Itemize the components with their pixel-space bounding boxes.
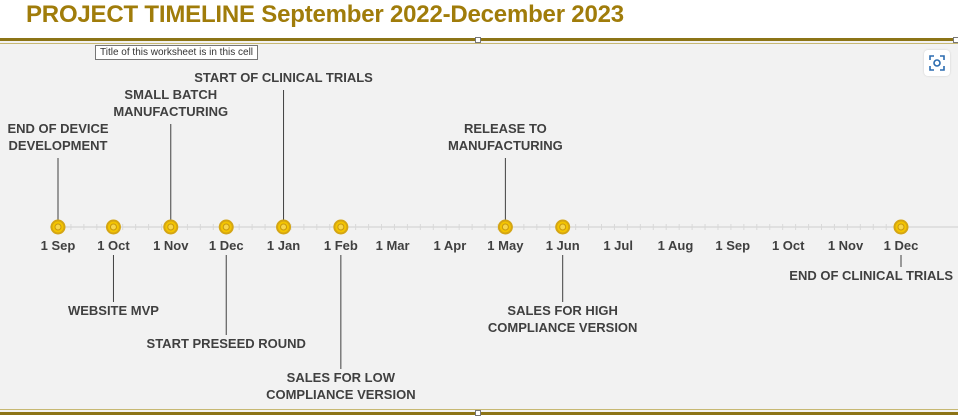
event-label-line: COMPLIANCE VERSION bbox=[488, 320, 638, 335]
axis-tick-label: 1 Dec bbox=[209, 238, 244, 253]
axis-tick-label: 1 Jun bbox=[546, 238, 580, 253]
event-marker-core bbox=[897, 223, 905, 231]
event-marker-core bbox=[337, 223, 345, 231]
axis-tick-label: 1 Nov bbox=[153, 238, 189, 253]
event-label-line: DEVELOPMENT bbox=[9, 138, 108, 153]
event-label-line: SMALL BATCH bbox=[124, 87, 217, 102]
event-label-line: END OF CLINICAL TRIALS bbox=[789, 268, 953, 283]
event-label-line: END OF DEVICE bbox=[7, 121, 108, 136]
page-title: PROJECT TIMELINE September 2022-December… bbox=[26, 1, 624, 28]
event-label-line: COMPLIANCE VERSION bbox=[266, 387, 416, 402]
event-label-line: SALES FOR LOW bbox=[287, 370, 396, 385]
axis-tick-label: 1 Jan bbox=[267, 238, 300, 253]
axis-tick-label: 1 May bbox=[487, 238, 524, 253]
cell-tooltip: Title of this worksheet is in this cell bbox=[95, 45, 259, 60]
axis-tick-label: 1 Sep bbox=[715, 238, 750, 253]
axis-tick-label: 1 Aug bbox=[658, 238, 694, 253]
event-label: SMALL BATCH MANUFACTURING bbox=[113, 87, 228, 119]
event-label-line: WEBSITE MVP bbox=[68, 303, 159, 318]
event-marker-core bbox=[280, 223, 288, 231]
event-label: END OF DEVICE DEVELOPMENT bbox=[7, 121, 108, 153]
axis-tick-label: 1 Oct bbox=[772, 238, 805, 253]
event-label-line: MANUFACTURING bbox=[448, 138, 563, 153]
resize-handle-right[interactable] bbox=[953, 37, 958, 43]
axis-tick-label: 1 Sep bbox=[41, 238, 76, 253]
event-marker-core bbox=[109, 223, 117, 231]
focus-mode-icon bbox=[929, 55, 945, 71]
axis-tick-label: 1 Jul bbox=[603, 238, 633, 253]
axis-tick-label: 1 Apr bbox=[434, 238, 467, 253]
event-label: WEBSITE MVP bbox=[68, 303, 159, 318]
event-label-line: RELEASE TO bbox=[464, 121, 547, 136]
focus-mode-button[interactable] bbox=[924, 50, 950, 76]
event-label-line: START PRESEED ROUND bbox=[147, 336, 306, 351]
event-label-line: MANUFACTURING bbox=[113, 104, 228, 119]
event-marker-core bbox=[167, 223, 175, 231]
event-label: RELEASE TO MANUFACTURING bbox=[448, 121, 563, 153]
event-marker-core bbox=[54, 223, 62, 231]
axis-tick-label: 1 Oct bbox=[97, 238, 130, 253]
event-label: SALES FOR LOW COMPLIANCE VERSION bbox=[266, 370, 416, 402]
event-marker-core bbox=[559, 223, 567, 231]
resize-handle-top[interactable] bbox=[475, 37, 481, 43]
axis-tick-label: 1 Feb bbox=[324, 238, 358, 253]
event-label-line: SALES FOR HIGH bbox=[507, 303, 618, 318]
resize-handle-bottom[interactable] bbox=[475, 410, 481, 416]
event-marker-core bbox=[222, 223, 230, 231]
event-label: START PRESEED ROUND bbox=[147, 336, 306, 351]
event-label: SALES FOR HIGH COMPLIANCE VERSION bbox=[488, 303, 638, 335]
event-label: END OF CLINICAL TRIALS bbox=[789, 268, 953, 283]
axis-tick-label: 1 Nov bbox=[828, 238, 864, 253]
axis-tick-label: 1 Mar bbox=[376, 238, 410, 253]
event-marker-core bbox=[501, 223, 509, 231]
event-label: START OF CLINICAL TRIALS bbox=[194, 70, 373, 85]
axis-tick-label: 1 Dec bbox=[884, 238, 919, 253]
event-label-line: START OF CLINICAL TRIALS bbox=[194, 70, 373, 85]
